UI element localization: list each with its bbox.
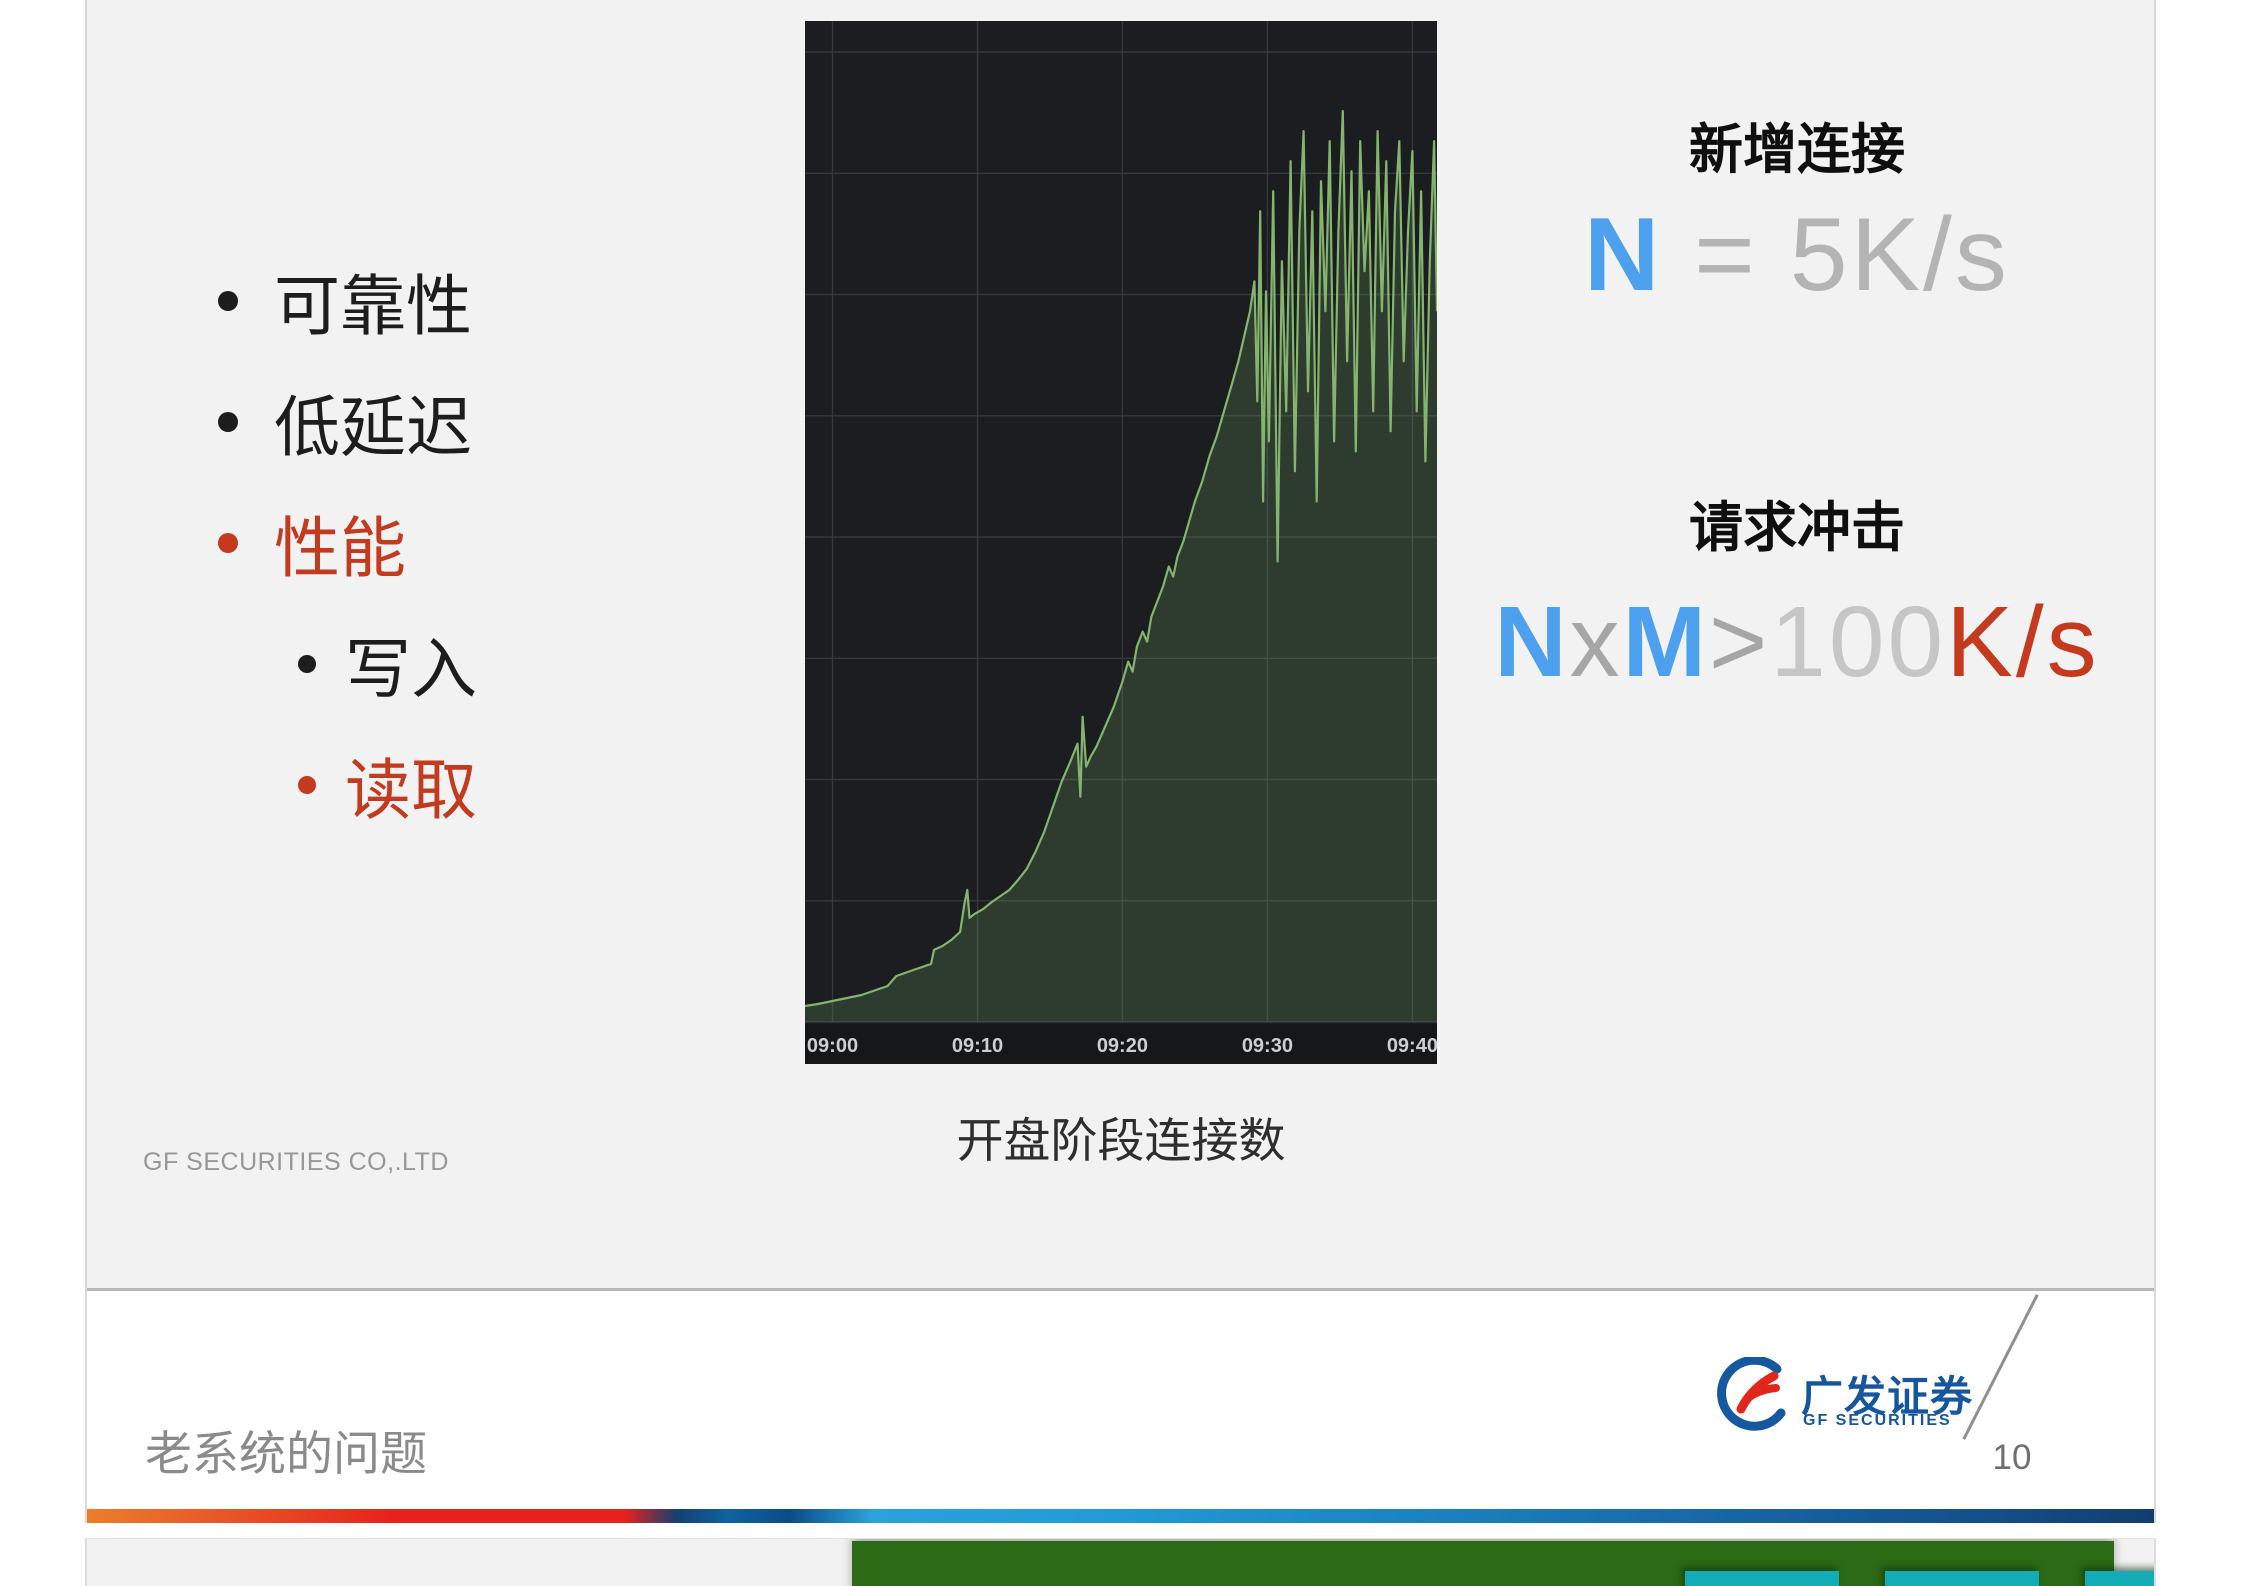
page-number: 10 — [1992, 1438, 2032, 1477]
bullet-dot — [298, 654, 316, 673]
connections-chart-svg: 09:00 09:10 09:20 09:30 09:40 — [805, 21, 1437, 1064]
bullet-dot — [218, 290, 238, 311]
next-slide-green-image — [852, 1541, 2154, 1586]
bullet-dot — [218, 411, 238, 432]
bullet-label: 读取 — [345, 752, 477, 827]
x-axis-tick-label: 09:10 — [952, 1035, 1003, 1057]
next-slide-teal-block — [2085, 1571, 2154, 1586]
gf-securities-logo: 广发证券 GF SECURITIES — [1717, 1357, 2047, 1447]
next-slide-teal-block — [1685, 1571, 1839, 1586]
bullet-label: 可靠性 — [274, 268, 472, 343]
x-axis-tick-label: 09:30 — [1242, 1035, 1293, 1057]
formula-greater-than: > — [1708, 586, 1771, 698]
watermark: GF SECURITIES CO,.LTD — [143, 1148, 449, 1176]
formula-value-5kps: 5K/s — [1789, 197, 2010, 313]
bullet-item-reliability: 可靠性 — [87, 240, 477, 361]
bullet-label: 写入 — [345, 631, 477, 706]
x-axis-tick-label: 09:00 — [807, 1035, 858, 1057]
bullet-dot — [218, 532, 238, 553]
bullet-label: 低延迟 — [274, 389, 472, 464]
chart-caption: 开盘阶段连接数 — [956, 1114, 1286, 1167]
request-impact-heading: 请求冲击 — [1689, 498, 1905, 558]
gf-logo-icon — [1717, 1357, 1786, 1431]
bullet-item-write: 写入 — [87, 603, 477, 724]
slide-footer-title: 老系统的问题 — [145, 1427, 427, 1480]
formula-nxm-gt-100kps: NxM>100K/s — [1427, 592, 2167, 692]
next-slide-teal-block — [1885, 1571, 2039, 1586]
gf-logo-chinese-name: 广发证券 — [1801, 1373, 1974, 1420]
bullet-dot — [298, 775, 316, 794]
slide-content-panel: 可靠性 低延迟 性能 写入 读取 09:00 09:10 09:20 09:30 09:… — [87, 0, 2154, 1291]
formula-unit-kps: K/s — [1946, 586, 2100, 698]
x-axis-tick-label: 09:40 — [1387, 1035, 1437, 1057]
bullet-label: 性能 — [274, 510, 406, 585]
formula-n-equals-5kps: N = 5K/s — [1427, 203, 2167, 307]
bullet-list: 可靠性 低延迟 性能 写入 读取 — [87, 240, 477, 845]
bullet-item-read: 读取 — [87, 724, 477, 845]
gf-logo-english-name: GF SECURITIES — [1803, 1412, 1952, 1429]
formula-times: x — [1569, 586, 1623, 698]
x-axis-tick-label: 09:20 — [1097, 1035, 1148, 1057]
formula-term-m: M — [1622, 586, 1709, 698]
formula-value-100: 100 — [1770, 586, 1947, 698]
formula-term-n: N — [1494, 586, 1570, 698]
connections-chart: 09:00 09:10 09:20 09:30 09:40 — [805, 21, 1437, 1064]
next-slide-preview — [85, 1538, 2156, 1586]
formula-term-n: N — [1584, 197, 1663, 313]
footer-gradient-stripe — [87, 1509, 2154, 1523]
formula-equals: = — [1662, 197, 1790, 313]
slide-page: 可靠性 低延迟 性能 写入 读取 09:00 09:10 09:20 09:30 09:… — [85, 0, 2156, 1523]
bullet-item-low-latency: 低延迟 — [87, 361, 477, 482]
bullet-item-performance: 性能 — [87, 482, 477, 603]
new-connections-heading: 新增连接 — [1689, 120, 1905, 180]
